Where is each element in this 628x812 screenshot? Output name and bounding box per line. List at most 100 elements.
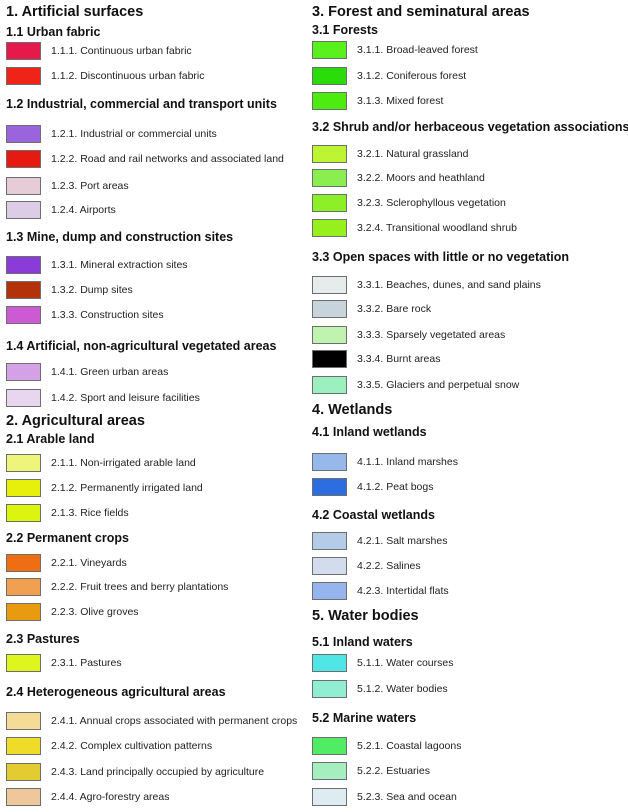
subsection-heading-1-2-industrial-commercial-and-transport-units: 1.2 Industrial, commercial and transport… [6,97,277,111]
color-swatch [6,42,41,60]
section-heading-4-wetlands: 4. Wetlands [312,402,393,418]
color-swatch [6,603,41,621]
legend-item-label: 3.3.3. Sparsely vegetated areas [357,329,506,341]
subsection-heading-3-2-shrub-and-or-herbaceous-vegetation-associations: 3.2 Shrub and/or herbaceous vegetation a… [312,120,628,134]
color-swatch [6,177,41,195]
legend-item-label: 2.4.4. Agro-forestry areas [51,791,170,803]
color-swatch [312,219,347,237]
legend-item-label: 2.4.2. Complex cultivation patterns [51,740,213,752]
color-swatch [6,788,41,806]
color-swatch [312,737,347,755]
section-heading-1-artificial-surfaces: 1. Artificial surfaces [6,4,144,20]
subsection-heading-2-3-pastures: 2.3 Pastures [6,632,80,646]
color-swatch [312,557,347,575]
legend-item-label: 3.1.2. Coniferous forest [357,70,467,82]
legend-item-label: 1.1.1. Continuous urban fabric [51,45,192,57]
legend-item-label: 1.2.2. Road and rail networks and associ… [51,153,284,165]
legend-item-label: 2.4.3. Land principally occupied by agri… [51,766,265,778]
subsection-heading-2-2-permanent-crops: 2.2 Permanent crops [6,531,129,545]
legend-item-label: 2.1.2. Permanently irrigated land [51,482,203,494]
legend-item-label: 3.2.4. Transitional woodland shrub [357,222,517,234]
legend-item-label: 1.2.4. Airports [51,204,116,216]
legend-item-label: 3.1.1. Broad-leaved forest [357,44,478,56]
color-swatch [6,67,41,85]
color-swatch [312,654,347,672]
color-swatch [6,150,41,168]
legend-item-label: 1.3.3. Construction sites [51,309,164,321]
color-swatch [312,582,347,600]
color-swatch [312,326,347,344]
color-swatch [6,281,41,299]
legend-item-label: 3.3.1. Beaches, dunes, and sand plains [357,279,541,291]
subsection-heading-2-1-arable-land: 2.1 Arable land [6,432,95,446]
color-swatch [312,92,347,110]
color-swatch [312,145,347,163]
color-swatch [6,363,41,381]
color-swatch [312,41,347,59]
color-swatch [312,350,347,368]
subsection-heading-1-3-mine-dump-and-construction-sites: 1.3 Mine, dump and construction sites [6,230,234,244]
subsection-heading-1-1-urban-fabric: 1.1 Urban fabric [6,25,101,39]
section-heading-2-agricultural-areas: 2. Agricultural areas [6,413,145,429]
color-swatch [312,67,347,85]
color-swatch [312,453,347,471]
color-swatch [6,737,41,755]
legend-item-label: 2.1.3. Rice fields [51,507,129,519]
section-heading-5-water-bodies: 5. Water bodies [312,608,419,624]
subsection-heading-1-4-artificial-non-agricultural-vegetated-areas: 1.4 Artificial, non-agricultural vegetat… [6,339,277,353]
legend-item-label: 3.3.4. Burnt areas [357,353,441,365]
color-swatch [6,306,41,324]
color-swatch [6,712,41,730]
color-swatch [6,479,41,497]
legend-item-label: 2.2.2. Fruit trees and berry plantations [51,581,229,593]
legend-item-label: 1.2.3. Port areas [51,180,129,192]
legend-item-label: 2.3.1. Pastures [51,657,122,669]
color-swatch [312,680,347,698]
legend-item-label: 1.3.2. Dump sites [51,284,133,296]
subsection-heading-3-1-forests: 3.1 Forests [312,23,379,37]
legend-item-label: 5.2.1. Coastal lagoons [357,740,462,752]
legend-item-label: 4.2.2. Salines [357,560,421,572]
subsection-heading-4-1-inland-wetlands: 4.1 Inland wetlands [312,425,427,439]
legend-item-label: 3.3.2. Bare rock [357,303,432,315]
legend-item-label: 4.1.1. Inland marshes [357,456,458,468]
legend-item-label: 1.4.2. Sport and leisure facilities [51,392,200,404]
color-swatch [6,201,41,219]
color-swatch [312,788,347,806]
color-swatch [6,125,41,143]
legend-item-label: 3.2.3. Sclerophyllous vegetation [357,197,506,209]
subsection-heading-2-4-heterogeneous-agricultural-areas: 2.4 Heterogeneous agricultural areas [6,685,226,699]
color-swatch [312,478,347,496]
color-swatch [312,376,347,394]
legend-item-label: 5.1.1. Water courses [357,657,454,669]
legend-item-label: 5.2.2. Estuaries [357,765,430,777]
legend-item-label: 1.2.1. Industrial or commercial units [51,128,217,140]
legend-item-label: 1.1.2. Discontinuous urban fabric [51,70,205,82]
color-swatch [312,169,347,187]
legend-item-label: 2.4.1. Annual crops associated with perm… [51,715,298,727]
legend-item-label: 4.2.3. Intertidal flats [357,585,449,597]
color-swatch [312,300,347,318]
legend-item-label: 2.1.1. Non-irrigated arable land [51,457,196,469]
legend-item-label: 5.1.2. Water bodies [357,683,448,695]
color-swatch [312,532,347,550]
legend-item-label: 2.2.1. Vineyards [51,557,127,569]
legend-item-label: 3.3.5. Glaciers and perpetual snow [357,379,520,391]
subsection-heading-4-2-coastal-wetlands: 4.2 Coastal wetlands [312,508,435,522]
legend-item-label: 3.2.1. Natural grassland [357,148,469,160]
color-swatch [6,763,41,781]
color-swatch [312,194,347,212]
color-swatch [6,578,41,596]
legend-item-label: 4.1.2. Peat bogs [357,481,434,493]
legend-item-label: 3.2.2. Moors and heathland [357,172,485,184]
legend-item-label: 3.1.3. Mixed forest [357,95,444,107]
color-swatch [312,276,347,294]
color-swatch [6,654,41,672]
color-swatch [6,504,41,522]
legend-item-label: 1.4.1. Green urban areas [51,366,169,378]
legend-item-label: 4.2.1. Salt marshes [357,535,448,547]
legend-item-label: 5.2.3. Sea and ocean [357,791,457,803]
legend-item-label: 1.3.1. Mineral extraction sites [51,259,188,271]
color-swatch [6,454,41,472]
color-swatch [6,389,41,407]
